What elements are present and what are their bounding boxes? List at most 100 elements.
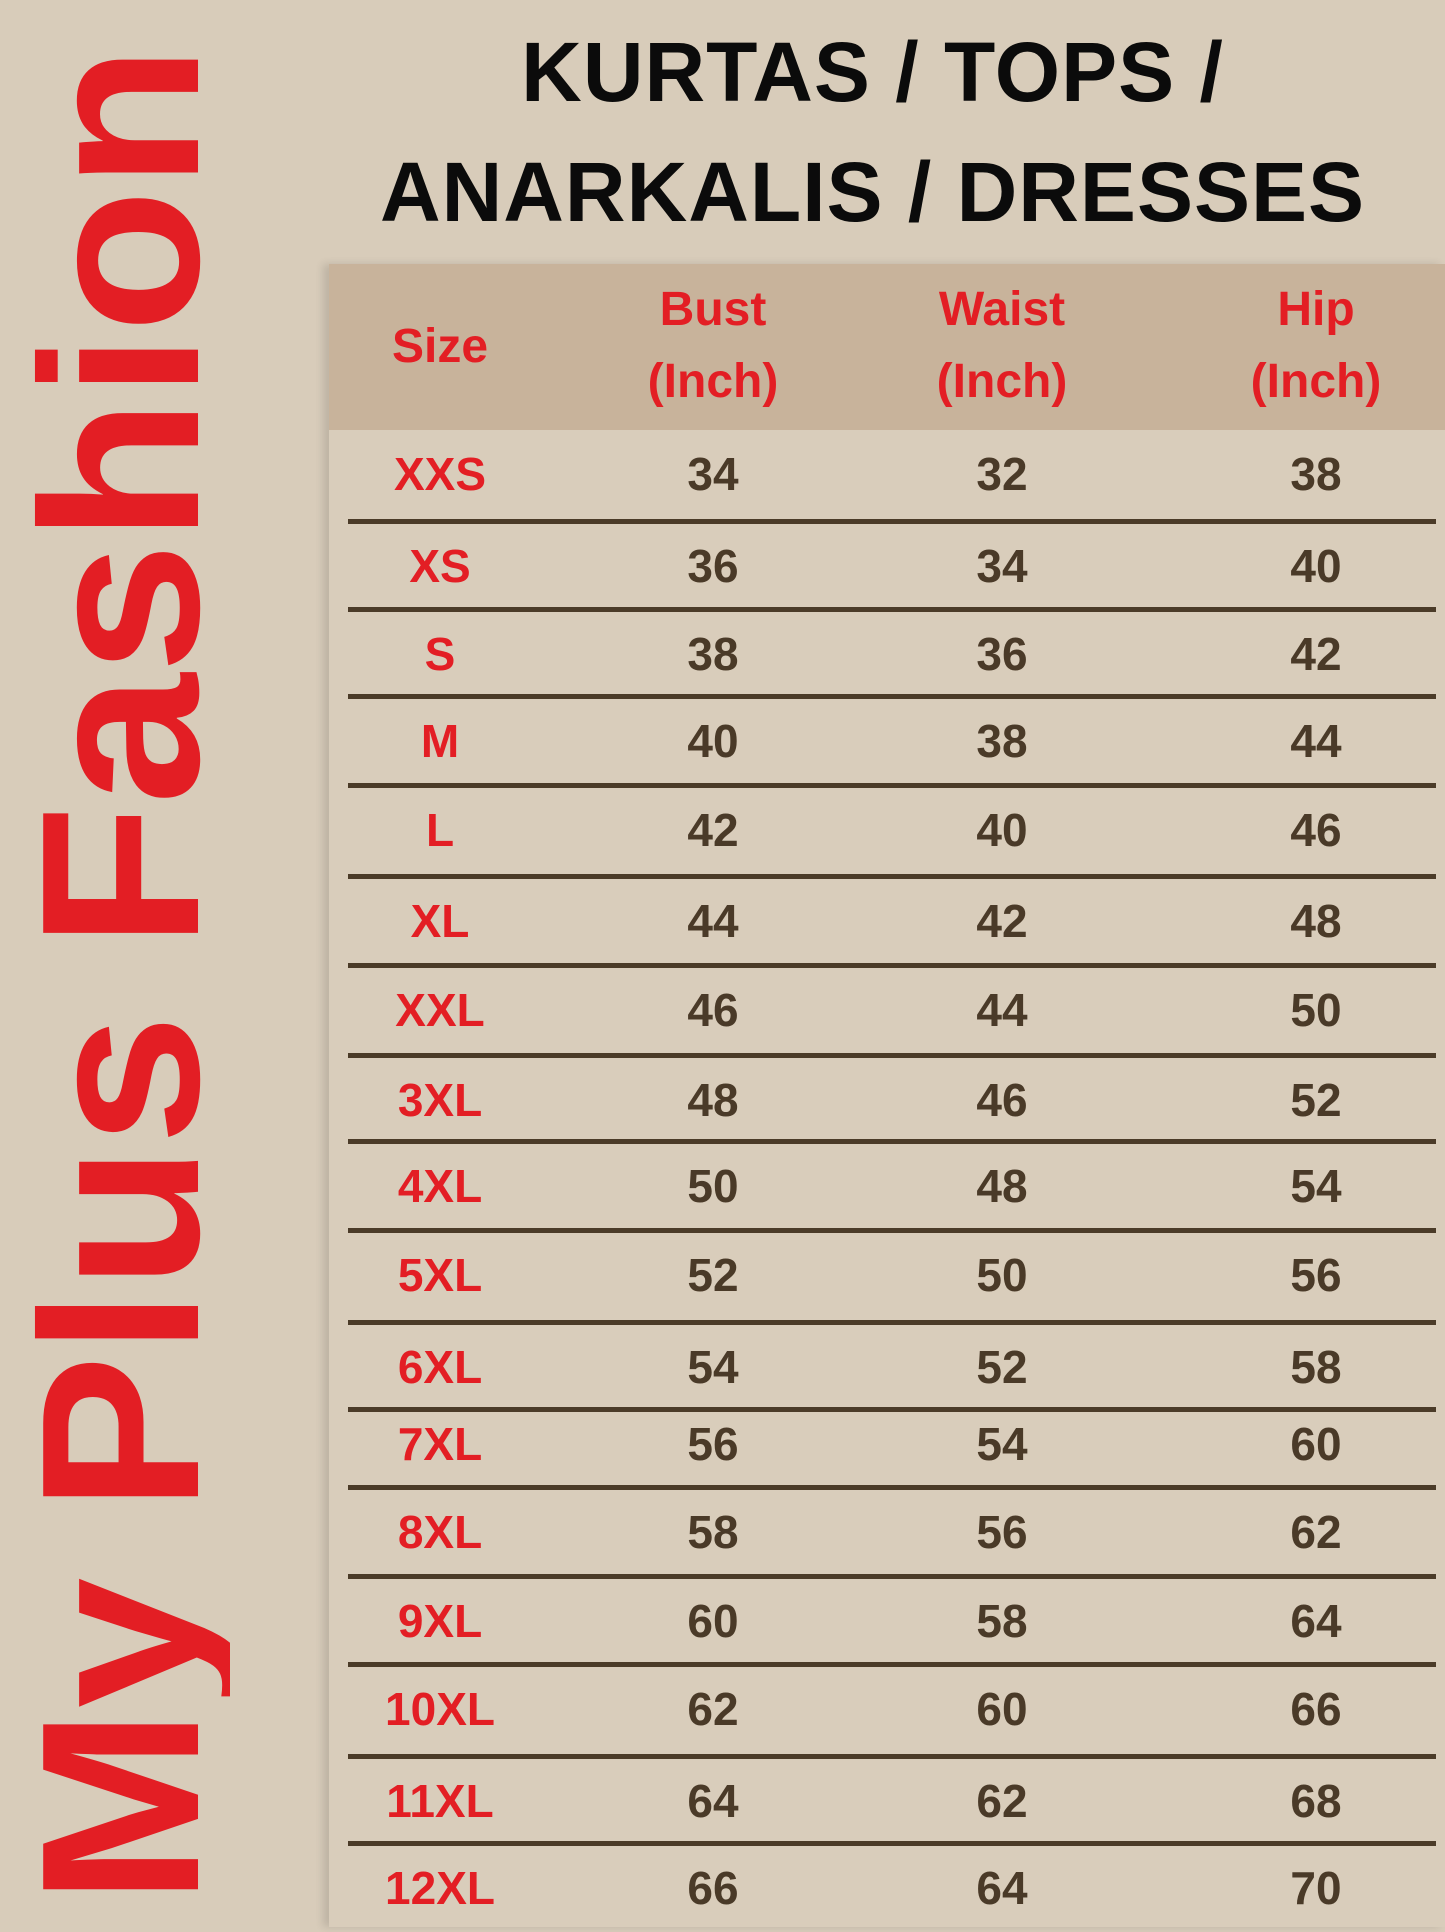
cell-hip: 56 [1290,1249,1342,1301]
row-divider [348,874,1436,879]
row-divider [348,1053,1436,1058]
cell-bust: 50 [687,1160,739,1212]
cell-hip: 60 [1290,1418,1342,1470]
cell-size: 7XL [397,1418,483,1470]
cell-size: 9XL [397,1595,483,1647]
row-divider [348,963,1436,968]
cell-hip: 64 [1290,1595,1342,1647]
cell-bust: 60 [687,1595,739,1647]
cell-hip: 62 [1290,1506,1342,1558]
row-divider [348,1320,1436,1325]
cell-hip: 50 [1290,984,1342,1036]
row-divider [348,783,1436,788]
cell-bust: 54 [687,1341,739,1393]
table-row: L 42 40 46 [329,786,1445,874]
header-size: Size [391,320,489,373]
table-row: 12XL 66 64 70 [329,1844,1445,1932]
table-row: XS 36 34 40 [329,522,1445,610]
cell-bust: 46 [687,984,739,1036]
cell-waist: 46 [976,1074,1028,1126]
table-row: S 38 36 42 [329,610,1445,698]
size-chart-table: Size Bust (Inch) Waist (Inch) Hip (Inch)… [329,264,1445,1927]
cell-size: S [424,628,456,680]
cell-bust: 42 [687,804,739,856]
cell-size: XXL [395,984,485,1036]
cell-hip: 52 [1290,1074,1342,1126]
cell-waist: 32 [976,448,1028,500]
table-row: 9XL 60 58 64 [329,1577,1445,1665]
cell-size: L [425,804,455,856]
row-divider [348,1754,1436,1759]
cell-hip: 48 [1290,895,1342,947]
table-row: 4XL 50 48 54 [329,1142,1445,1230]
cell-waist: 54 [976,1418,1028,1470]
cell-hip: 70 [1290,1862,1342,1914]
cell-size: 3XL [397,1074,483,1126]
row-divider [348,1228,1436,1233]
cell-size: 12XL [385,1862,495,1914]
cell-size: 11XL [386,1775,494,1827]
cell-waist: 64 [976,1862,1028,1914]
table-row: 10XL 62 60 66 [329,1665,1445,1753]
cell-size: 4XL [397,1160,483,1212]
table-row: 5XL 52 50 56 [329,1231,1445,1319]
cell-bust: 64 [687,1775,739,1827]
cell-size: 10XL [385,1683,495,1735]
header-bust: Bust (Inch) [648,274,779,418]
table-row: 6XL 54 52 58 [329,1323,1445,1411]
cell-bust: 52 [687,1249,739,1301]
cell-bust: 36 [687,540,739,592]
cell-waist: 52 [976,1341,1028,1393]
table-row: XL 44 42 48 [329,877,1445,965]
cell-waist: 44 [976,984,1028,1036]
cell-waist: 50 [976,1249,1028,1301]
page-title-line2: ANARKALIS / DRESSES [379,145,1366,239]
cell-hip: 40 [1290,540,1342,592]
cell-bust: 40 [687,715,739,767]
header-bust-unit: (Inch) [647,355,779,408]
table-row: 11XL 64 62 68 [329,1757,1445,1845]
cell-size: XL [410,895,470,947]
cell-bust: 38 [687,628,739,680]
row-divider [348,1574,1436,1579]
cell-waist: 34 [976,540,1028,592]
table-row: 8XL 58 56 62 [329,1488,1445,1576]
cell-hip: 44 [1290,715,1342,767]
cell-hip: 68 [1290,1775,1342,1827]
header-hip: Hip (Inch) [1251,274,1382,418]
cell-size: M [420,715,460,767]
table-row: XXS 34 32 38 [329,430,1445,518]
row-divider [348,1485,1436,1490]
page-title-line1: KURTAS / TOPS / [521,25,1224,119]
cell-waist: 42 [976,895,1028,947]
cell-waist: 60 [976,1683,1028,1735]
cell-bust: 34 [687,448,739,500]
cell-hip: 42 [1290,628,1342,680]
cell-size: 5XL [397,1249,483,1301]
cell-waist: 56 [976,1506,1028,1558]
header-waist-label: Waist [938,283,1066,336]
row-divider [348,1407,1436,1412]
cell-waist: 36 [976,628,1028,680]
header-waist: Waist (Inch) [937,274,1068,418]
cell-hip: 58 [1290,1341,1342,1393]
row-divider [348,519,1436,524]
cell-bust: 66 [687,1862,739,1914]
cell-hip: 38 [1290,448,1342,500]
row-divider [348,607,1436,612]
cell-size: XXS [393,448,487,500]
cell-bust: 58 [687,1506,739,1558]
cell-hip: 46 [1290,804,1342,856]
header-waist-unit: (Inch) [936,355,1068,408]
cell-size: 8XL [397,1506,483,1558]
table-row: 7XL 56 54 60 [329,1400,1445,1488]
row-divider [348,1662,1436,1667]
row-divider [348,1841,1436,1846]
row-divider [348,694,1436,699]
cell-bust: 56 [687,1418,739,1470]
cell-waist: 40 [976,804,1028,856]
cell-hip: 54 [1290,1160,1342,1212]
cell-hip: 66 [1290,1683,1342,1735]
header-hip-label: Hip [1277,283,1355,336]
cell-waist: 48 [976,1160,1028,1212]
